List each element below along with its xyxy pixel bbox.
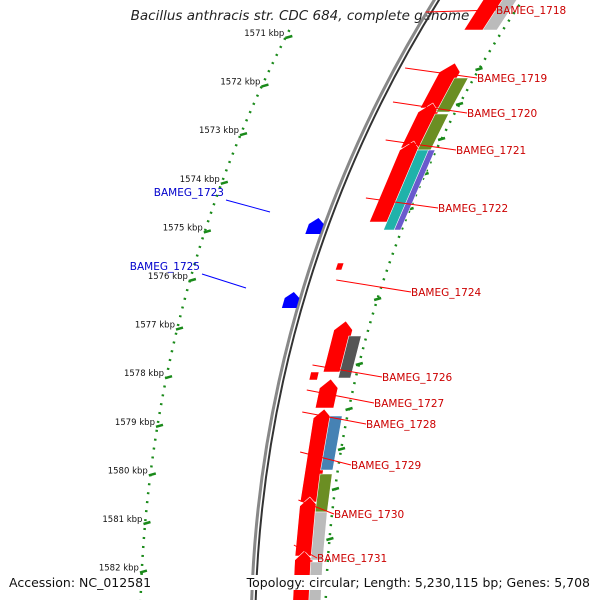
map-title: Bacillus anthracis str. CDC 684, complet… bbox=[130, 8, 470, 24]
gene-leader-line bbox=[293, 544, 318, 559]
category-box bbox=[393, 149, 436, 231]
backbone-outer bbox=[250, 0, 437, 600]
gene-label: BAMEG_1729 bbox=[351, 460, 421, 472]
ring-tick bbox=[373, 296, 382, 302]
backbone-inner bbox=[254, 0, 441, 600]
dotted-ring-right bbox=[324, 0, 525, 600]
ring-tick bbox=[355, 361, 364, 367]
gene-label: BAMEG_1724 bbox=[411, 287, 482, 299]
forward-gene-arrow bbox=[463, 0, 506, 31]
ruler-tick-label: 1575 kbp bbox=[163, 223, 203, 233]
gene-label: BAMEG_1728 bbox=[366, 419, 436, 431]
ring-tick bbox=[337, 446, 346, 452]
reverse-gene-arrow bbox=[305, 218, 324, 234]
small-gene-mark bbox=[308, 371, 320, 381]
gene-leader-line bbox=[405, 67, 478, 79]
category-box bbox=[435, 77, 469, 113]
small-gene-mark bbox=[334, 262, 345, 271]
gene-leader-line bbox=[302, 411, 367, 425]
forward-gene-arrow bbox=[368, 140, 420, 223]
gene-leader-line bbox=[225, 199, 271, 213]
gene-label: BAMEG_1721 bbox=[456, 145, 526, 157]
ring-tick bbox=[331, 486, 340, 492]
gene-leader-line bbox=[336, 279, 412, 293]
ring-tick bbox=[437, 136, 446, 142]
ruler-tick bbox=[203, 229, 212, 234]
ruler-tick bbox=[143, 520, 151, 526]
ruler-tick-label: 1580 kbp bbox=[108, 466, 148, 476]
gene-leader-line bbox=[201, 273, 247, 289]
ruler-tick bbox=[220, 180, 229, 186]
ruler-tick bbox=[175, 326, 184, 331]
ruler-tick-label: 1576 kbp bbox=[148, 272, 188, 282]
ruler-tick bbox=[261, 83, 269, 88]
reverse-gene-arrow bbox=[281, 292, 300, 308]
ruler-tick-label: 1582 kbp bbox=[99, 564, 139, 574]
gene-labels: BAMEG_1718 BAMEG_1719 BAMEG_1720 BAMEG_1721… bbox=[130, 5, 566, 565]
gene-leader-line bbox=[365, 197, 439, 209]
gene-leader-line bbox=[312, 364, 383, 378]
gene-label: BAMEG_1720 bbox=[467, 108, 537, 120]
ruler-tick-label: 1574 kbp bbox=[180, 175, 220, 185]
gene-label: BAMEG_1730 bbox=[334, 509, 404, 521]
ruler-tick-label: 1571 kbp bbox=[244, 29, 284, 39]
forward-gene-arrow bbox=[294, 496, 319, 557]
category-box bbox=[310, 511, 328, 561]
gene-leader-line bbox=[425, 9, 497, 13]
ring-tick bbox=[326, 536, 334, 542]
forward-gene-arrow bbox=[322, 320, 353, 373]
gene-label: BAMEG_1722 bbox=[438, 203, 508, 215]
ruler-tick-label: 1578 kbp bbox=[124, 369, 164, 379]
ruler-tick-label: 1581 kbp bbox=[102, 515, 142, 525]
category-box bbox=[482, 0, 518, 31]
gene-leader-line bbox=[306, 389, 375, 404]
accession-text: Accession: NC_012581 bbox=[7, 575, 154, 590]
ruler-tick bbox=[239, 131, 248, 137]
gene-label: BAMEG_1726 bbox=[382, 372, 453, 384]
gene-label: BAMEG_1719 bbox=[477, 73, 547, 85]
ruler-tick bbox=[139, 569, 148, 574]
gene-label: BAMEG_1731 bbox=[317, 553, 387, 565]
ruler-tick bbox=[284, 34, 293, 40]
ruler-tick-label: 1577 kbp bbox=[135, 321, 175, 331]
gene-label: BAMEG_1723 bbox=[154, 187, 224, 199]
gene-leader-line bbox=[298, 499, 335, 515]
ruler-tick bbox=[155, 423, 164, 429]
gene-leader-line bbox=[300, 451, 352, 466]
ruler-tick-label: 1573 kbp bbox=[199, 126, 239, 136]
category-box bbox=[320, 415, 343, 471]
gene-label: BAMEG_1718 bbox=[496, 5, 566, 17]
gene-label: BAMEG_1725 bbox=[130, 261, 200, 273]
gene-leader-line bbox=[392, 101, 468, 114]
ring-tick bbox=[475, 66, 483, 72]
backbone bbox=[250, 0, 441, 600]
ruler-tick-label: 1572 kbp bbox=[220, 78, 260, 88]
gene-label: BAMEG_1727 bbox=[374, 398, 444, 410]
dotted-ring-left bbox=[139, 29, 291, 600]
kbp-ruler: 1571 kbp 1572 kbp 1573 kbp 1574 kbp 1575 kbp… bbox=[99, 29, 293, 574]
ruler-tick-label: 1579 kbp bbox=[115, 418, 155, 428]
category-box bbox=[337, 335, 362, 379]
summary-text: Topology: circular; Length: 5,230,115 bp… bbox=[244, 575, 592, 590]
dotted-line-left bbox=[139, 29, 291, 600]
forward-gene-arrow bbox=[299, 408, 332, 503]
gene-leader-line bbox=[385, 139, 457, 151]
ring-tick bbox=[345, 406, 353, 412]
ring-tick bbox=[455, 101, 464, 107]
